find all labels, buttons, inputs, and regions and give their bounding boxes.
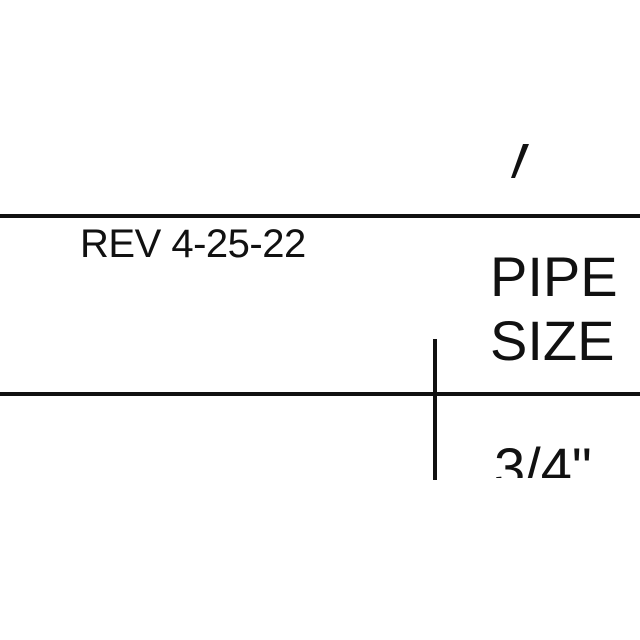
- pipe-size-value: 3/4": [494, 436, 592, 478]
- blank-margin: [0, 480, 640, 640]
- pipe-size-header-line2: SIZE: [490, 309, 615, 372]
- pipe-size-header: PIPE SIZE: [490, 245, 618, 373]
- table-top-border: [0, 214, 640, 218]
- table-header-divider: [0, 392, 640, 396]
- pipe-size-cell: 3/4": [490, 420, 640, 478]
- revision-label: REV 4-25-22: [80, 222, 306, 266]
- column-divider: [433, 339, 437, 480]
- tick-mark-icon: [511, 144, 529, 178]
- pipe-size-header-line1: PIPE: [490, 245, 618, 308]
